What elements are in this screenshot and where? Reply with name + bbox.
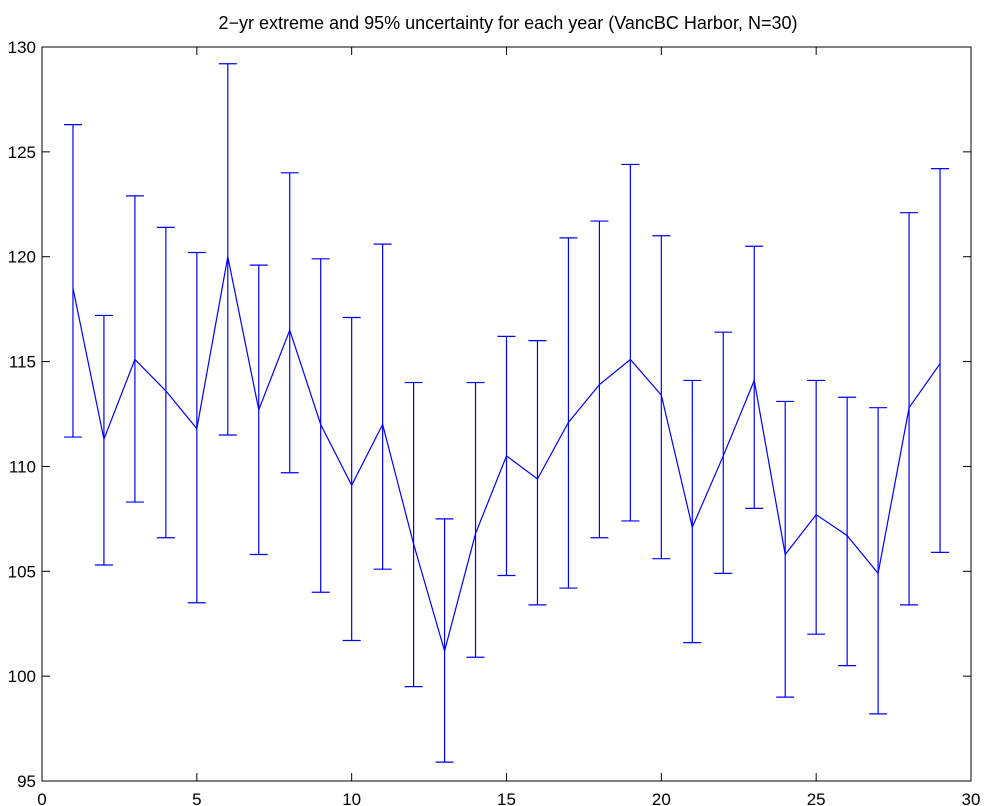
axis-ticks: 0 5 10 15 20 25 30 95 100 105 110 115 120 125 130 <box>8 38 981 806</box>
y-tick-label: 130 <box>8 38 36 57</box>
x-tick-label: 0 <box>37 790 46 806</box>
x-tick-label: 5 <box>192 790 201 806</box>
y-tick-label: 95 <box>17 772 36 791</box>
x-tick-label: 20 <box>652 790 671 806</box>
y-tick-label: 120 <box>8 248 36 267</box>
x-tick-label: 10 <box>342 790 361 806</box>
x-tick-label: 25 <box>807 790 826 806</box>
y-tick-label: 115 <box>9 353 36 372</box>
x-tick-label: 30 <box>962 790 981 806</box>
series-line <box>72 256 941 654</box>
x-tick-label: 15 <box>497 790 516 806</box>
series-layer <box>63 63 950 763</box>
y-tick-label: 105 <box>8 562 36 581</box>
y-tick-label: 125 <box>8 143 36 162</box>
y-tick-label: 100 <box>8 667 36 686</box>
chart-title: 2−yr extreme and 95% uncertainty for eac… <box>219 13 798 33</box>
y-tick-label: 110 <box>9 457 36 476</box>
